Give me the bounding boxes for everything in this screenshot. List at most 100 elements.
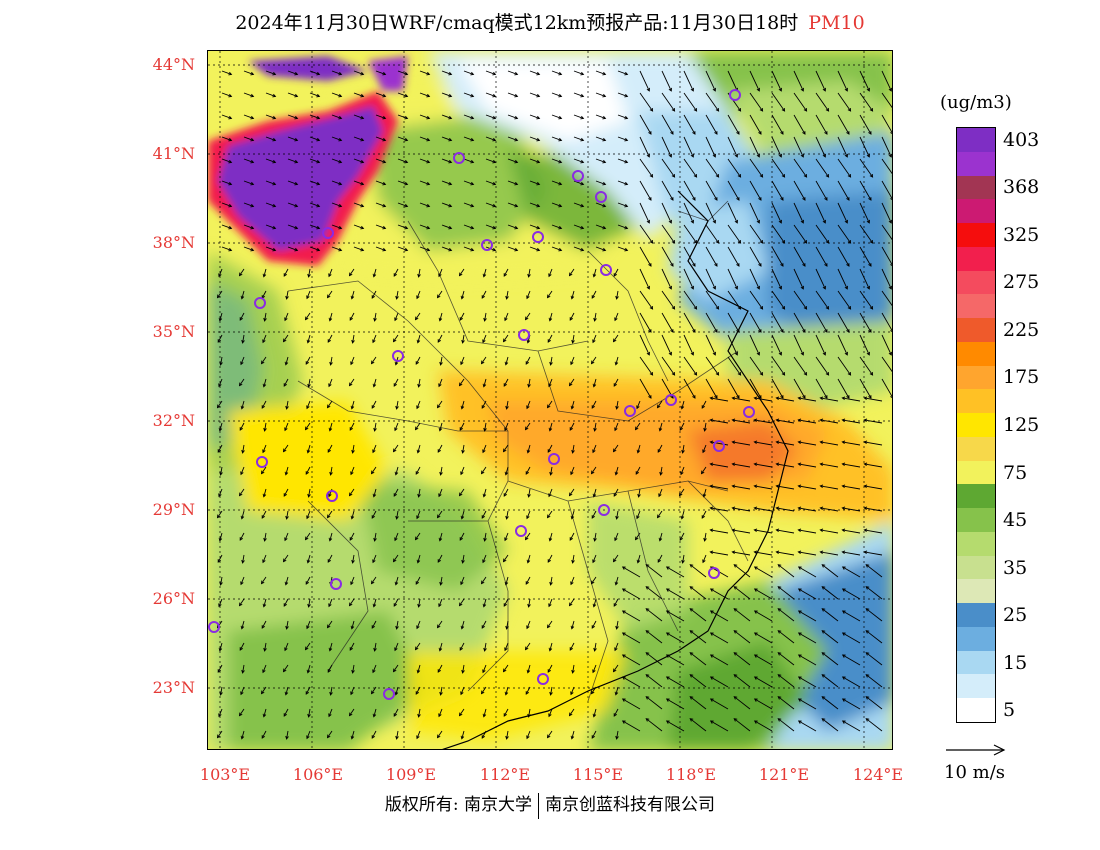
wind-arrow [459, 708, 465, 716]
wind-arrow [705, 136, 716, 158]
wind-arrow [837, 356, 851, 376]
city-marker [624, 405, 636, 417]
wind-arrow-head [665, 654, 670, 658]
wind-arrow [309, 70, 320, 75]
wind-arrow-head [360, 247, 365, 252]
wind-arrow-head [824, 329, 828, 333]
wind-arrow-head [703, 427, 707, 432]
wind-arrow [529, 136, 540, 141]
wind-arrow-head [592, 559, 596, 564]
wind-arrow-head [284, 471, 289, 476]
wind-arrow-head [503, 493, 508, 497]
wind-arrow-head [780, 263, 784, 267]
wind-arrow [287, 246, 298, 251]
wind-arrow [793, 202, 804, 224]
wind-arrow-head [778, 87, 782, 92]
wind-arrow [262, 554, 267, 563]
wind-arrow-head [326, 734, 331, 739]
wind-arrow [349, 642, 355, 651]
wind-arrow [776, 397, 795, 402]
wind-arrow-head [417, 273, 421, 278]
wind-arrow-head [492, 225, 497, 230]
lon-label-109: 109°E [385, 765, 437, 784]
wind-arrow-head [591, 515, 596, 519]
wind-arrow-head [240, 735, 245, 740]
wind-arrow-head [482, 339, 486, 344]
wind-arrow-head [680, 515, 685, 520]
wind-arrow [821, 652, 839, 666]
wind-arrow-head [438, 647, 443, 652]
wind-arrow-head [470, 181, 475, 186]
wind-arrow-head [592, 449, 596, 454]
wind-arrow-head [482, 493, 487, 498]
wind-arrow [393, 334, 399, 342]
wind-arrow [821, 630, 839, 644]
wind-arrow [865, 564, 883, 578]
wind-arrow [777, 696, 795, 710]
wind-arrow [710, 463, 729, 468]
wind-arrow [659, 532, 663, 541]
wind-arrow-head [548, 493, 552, 498]
wind-arrow-head [863, 528, 868, 533]
wind-arrow [283, 378, 289, 387]
wind-arrow [241, 510, 245, 519]
wind-arrow-head [797, 484, 802, 489]
wind-arrow-head [800, 351, 804, 356]
wind-arrow [309, 114, 320, 119]
wind-arrow-head [426, 203, 431, 208]
wind-arrow-head [261, 735, 266, 739]
wind-arrow-head [775, 396, 780, 401]
wind-arrow [221, 136, 232, 141]
wind-arrow [283, 268, 289, 277]
wind-arrow-head [593, 317, 597, 322]
wind-arrow-head [841, 610, 846, 614]
copyright-left: 版权所有: 南京大学 [384, 795, 533, 815]
wind-arrow-head [869, 239, 874, 244]
wind-arrow-head [592, 339, 596, 344]
wind-arrow-head [825, 305, 830, 310]
wind-arrow-head [615, 735, 619, 740]
wind-arrow [460, 356, 465, 365]
wind-arrow-head [841, 418, 846, 423]
wind-arrow-head [395, 735, 399, 740]
wind-arrow [591, 576, 597, 584]
wind-arrow [592, 444, 597, 453]
wind-arrow-head [338, 181, 343, 186]
lon-label-103: 103°E [199, 765, 251, 784]
wind-arrow-head [250, 159, 255, 164]
wind-arrow [613, 378, 619, 387]
wind-arrow-head [590, 690, 595, 695]
wind-arrow [551, 114, 562, 119]
wind-arrow [681, 400, 685, 409]
wind-arrow [331, 70, 342, 75]
city-marker [548, 453, 560, 465]
wind-arrow-head [438, 273, 442, 278]
wind-arrow-head [733, 630, 738, 634]
wind-arrow [437, 400, 443, 408]
wind-arrow [261, 576, 267, 584]
wind-arrow-head [737, 239, 742, 244]
wind-arrow-head [316, 71, 321, 76]
wind-arrow-head [657, 559, 662, 563]
wind-arrow [683, 378, 696, 399]
wind-arrow-head [821, 718, 826, 722]
wind-arrow [396, 290, 399, 299]
wind-arrow [793, 290, 807, 310]
wind-arrow [837, 202, 848, 224]
colorbar-segment [957, 365, 995, 390]
wind-arrow-head [863, 506, 868, 511]
wind-arrow-head [866, 153, 870, 158]
wind-arrow-head [514, 225, 519, 230]
wind-arrow-head [777, 608, 782, 612]
wind-arrow-head [438, 427, 443, 432]
wind-arrow-head [294, 159, 299, 164]
wind-arrow-head [733, 586, 738, 590]
wind-arrow [776, 529, 795, 534]
wind-arrow-head [797, 698, 802, 702]
colorbar-segment [957, 674, 995, 699]
wind-arrow-head [612, 448, 617, 453]
wind-arrow-head [759, 173, 764, 178]
wind-arrow-head [802, 329, 806, 333]
wind-arrow-head [819, 528, 824, 533]
wind-arrow [307, 334, 311, 343]
